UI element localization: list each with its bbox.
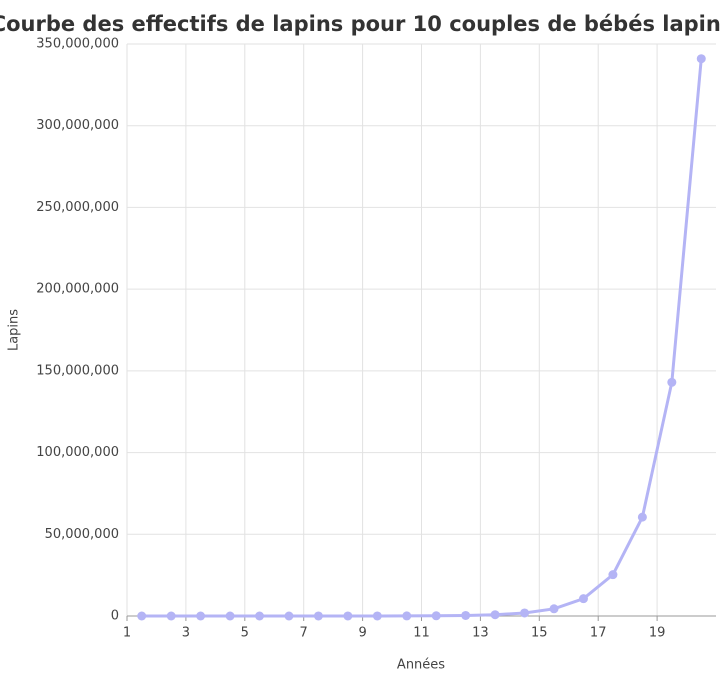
chart-title: Courbe des effectifs de lapins pour 10 c…	[0, 12, 721, 36]
x-axis-label: Années	[397, 658, 445, 673]
x-tick-label: 11	[413, 626, 430, 641]
data-point	[608, 570, 618, 580]
data-point	[313, 611, 323, 621]
x-tick-label: 17	[590, 626, 607, 641]
x-tick-label: 9	[358, 626, 366, 641]
y-tick-label: 0	[111, 609, 119, 624]
y-tick-label: 150,000,000	[36, 363, 119, 378]
x-tick-label: 3	[182, 626, 190, 641]
data-point	[137, 611, 147, 621]
data-point	[372, 611, 382, 621]
data-point	[578, 594, 588, 604]
x-tick-label: 19	[649, 626, 666, 641]
data-point	[225, 611, 235, 621]
data-point	[490, 610, 500, 620]
data-point	[196, 611, 206, 621]
y-tick-label: 350,000,000	[36, 37, 119, 52]
data-point	[696, 54, 706, 64]
data-point	[549, 604, 559, 614]
x-tick-label: 13	[472, 626, 489, 641]
x-tick-label: 5	[241, 626, 249, 641]
x-tick-label: 1	[123, 626, 131, 641]
y-tick-label: 300,000,000	[36, 118, 119, 133]
y-tick-label: 200,000,000	[36, 282, 119, 297]
data-point	[166, 611, 176, 621]
data-point	[431, 611, 441, 621]
y-tick-label: 50,000,000	[45, 527, 119, 542]
x-tick-label: 15	[531, 626, 548, 641]
data-point	[284, 611, 294, 621]
data-point	[402, 611, 412, 621]
data-point	[667, 377, 677, 387]
x-tick-label: 7	[300, 626, 308, 641]
data-point	[461, 610, 471, 620]
data-point	[520, 608, 530, 618]
y-tick-label: 100,000,000	[36, 445, 119, 460]
data-line	[141, 58, 703, 618]
data-point	[343, 611, 353, 621]
y-tick-label: 250,000,000	[36, 200, 119, 215]
data-point	[255, 611, 265, 621]
data-point	[637, 512, 647, 522]
y-axis-label: Lapins	[7, 309, 22, 351]
